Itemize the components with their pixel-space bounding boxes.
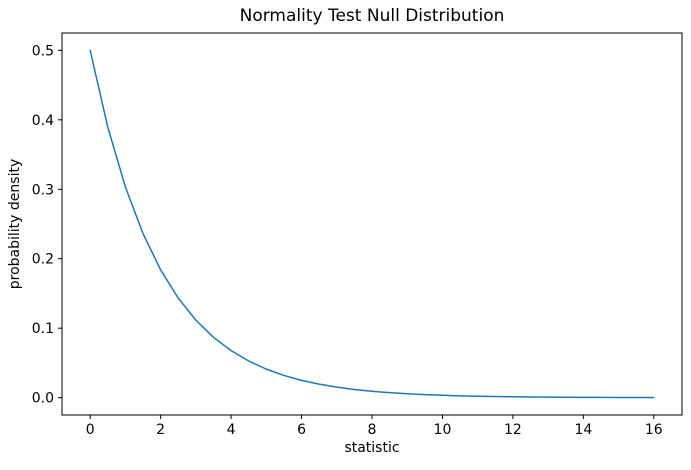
x-tick-label: 12 [504, 422, 522, 438]
x-tick-label: 0 [86, 422, 95, 438]
y-tick-label: 0.2 [32, 252, 54, 268]
y-tick-label: 0.5 [32, 43, 54, 59]
x-tick-label: 4 [227, 422, 236, 438]
x-tick-label: 14 [574, 422, 592, 438]
x-tick-label: 6 [297, 422, 306, 438]
y-tick-label: 0.0 [32, 391, 54, 407]
axes-frame [61, 32, 683, 416]
y-tick-label: 0.4 [32, 113, 54, 129]
x-tick-label: 8 [368, 422, 377, 438]
null-distribution-density-curve [89, 49, 655, 399]
x-tick-label: 2 [156, 422, 165, 438]
y-tick-label: 0.1 [32, 321, 54, 337]
chart-title: Normality Test Null Distribution [239, 6, 505, 26]
x-tick-label: 10 [434, 422, 452, 438]
y-tick-label: 0.3 [32, 182, 54, 198]
x-axis-label: statistic [344, 440, 400, 456]
x-tick-label: 16 [645, 422, 663, 438]
